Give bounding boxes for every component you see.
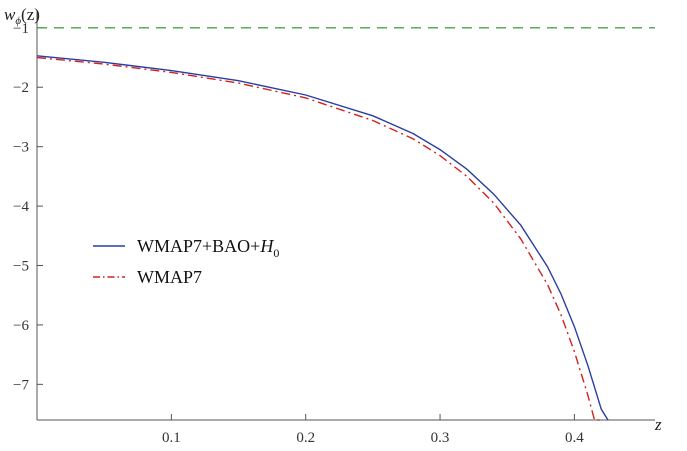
y-ticks: −1 −2 −3 −4 −5 −6 −7 [13, 21, 43, 393]
y-tick-label: −1 [13, 21, 29, 37]
legend: WMAP7+BAO+H0 WMAP7 [93, 236, 279, 287]
y-axis-label-suffix: (z) [21, 5, 40, 24]
legend-label-italic: H [259, 236, 274, 256]
legend-label: WMAP7 [137, 267, 202, 287]
legend-label: WMAP7+BAO+H0 [137, 236, 279, 260]
plot-area: 0.1 0.2 0.3 0.4 −1 −2 −3 −4 −5 −6 −7 [13, 10, 655, 446]
y-tick-label: −5 [13, 259, 29, 275]
y-tick-label: −6 [13, 318, 29, 334]
series-line-wmap7 [36, 56, 602, 421]
series-line-wmap7-bao-h0 [36, 55, 609, 421]
x-ticks: 0.1 0.2 0.3 0.4 [162, 414, 584, 446]
y-axis-label: wϕ(z) [4, 5, 40, 27]
legend-item-wmap7: WMAP7 [93, 267, 202, 287]
series-group [36, 27, 655, 421]
y-tick-label: −7 [13, 377, 29, 393]
y-tick-label: −2 [13, 80, 29, 96]
x-tick-label: 0.1 [162, 430, 181, 446]
legend-label-subscript: 0 [273, 246, 279, 260]
x-tick-label: 0.2 [296, 430, 315, 446]
x-tick-label: 0.3 [431, 430, 450, 446]
x-tick-label: 0.4 [565, 430, 584, 446]
y-tick-label: −4 [13, 199, 29, 215]
x-axis-label: z [654, 415, 662, 434]
y-tick-label: −3 [13, 140, 29, 156]
legend-label-main: WMAP7+BAO+ [137, 236, 260, 256]
legend-item-wmap7-bao-h0: WMAP7+BAO+H0 [93, 236, 279, 260]
y-axis-label-base: w [4, 5, 16, 24]
y-axis-label-sub: ϕ [15, 15, 21, 27]
